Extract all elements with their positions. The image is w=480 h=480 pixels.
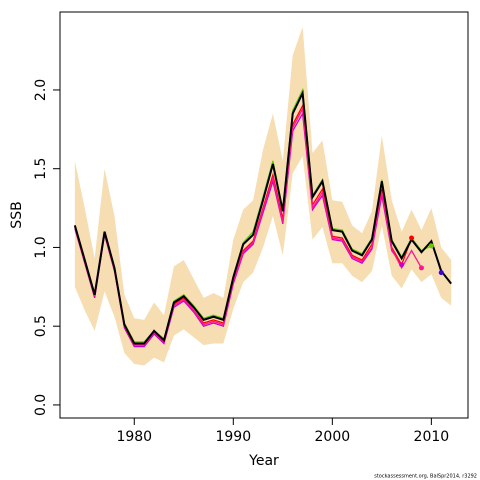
x-tick-label: 2010 <box>414 429 450 445</box>
end-point <box>438 270 444 276</box>
y-tick-label: 2.0 <box>33 79 49 101</box>
end-point <box>399 262 405 268</box>
plot-box <box>59 11 469 419</box>
x-axis-label: Year <box>248 453 279 469</box>
x-tick-label: 2000 <box>315 429 351 445</box>
end-point <box>418 265 424 271</box>
line <box>73 89 452 345</box>
y-tick-label: 1.0 <box>33 236 49 258</box>
y-tick-label: 1.5 <box>33 158 49 180</box>
x-tick-label: 1980 <box>116 429 152 445</box>
y-tick-label: 0.0 <box>33 394 49 416</box>
end-point <box>409 235 415 241</box>
y-axis-label: SSB <box>9 201 25 228</box>
end-point <box>428 243 434 249</box>
footnote: stockassessment.org, BalSpr2014, r3292 <box>374 474 477 480</box>
y-tick-label: 0.5 <box>33 315 49 337</box>
x-tick-label: 1990 <box>215 429 251 445</box>
